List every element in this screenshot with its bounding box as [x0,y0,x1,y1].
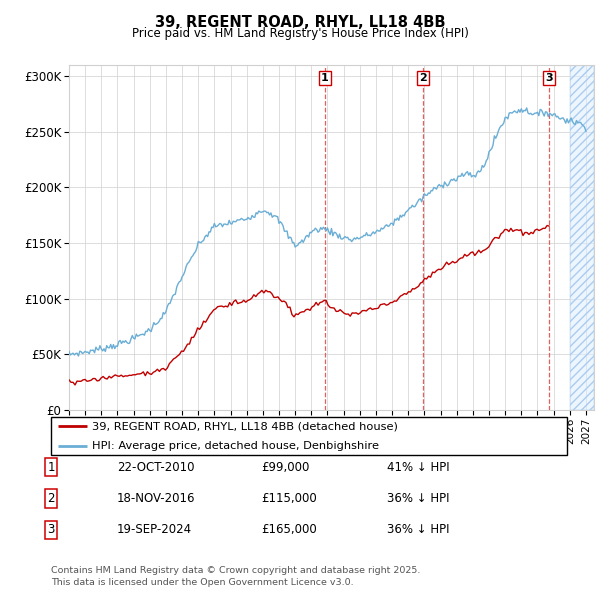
Text: 36% ↓ HPI: 36% ↓ HPI [387,523,449,536]
Text: HPI: Average price, detached house, Denbighshire: HPI: Average price, detached house, Denb… [92,441,379,451]
Text: 18-NOV-2016: 18-NOV-2016 [117,492,196,505]
Text: 3: 3 [47,523,55,536]
Text: 22-OCT-2010: 22-OCT-2010 [117,461,194,474]
Text: 19-SEP-2024: 19-SEP-2024 [117,523,192,536]
Text: 2: 2 [419,73,427,83]
Bar [570,65,594,410]
Text: 41% ↓ HPI: 41% ↓ HPI [387,461,449,474]
Text: £165,000: £165,000 [261,523,317,536]
Text: £115,000: £115,000 [261,492,317,505]
Text: Contains HM Land Registry data © Crown copyright and database right 2025.
This d: Contains HM Land Registry data © Crown c… [51,566,421,587]
Bar [570,65,594,410]
Text: 39, REGENT ROAD, RHYL, LL18 4BB: 39, REGENT ROAD, RHYL, LL18 4BB [155,15,445,30]
Text: 36% ↓ HPI: 36% ↓ HPI [387,492,449,505]
FancyBboxPatch shape [50,417,568,455]
Text: 1: 1 [47,461,55,474]
Text: 3: 3 [545,73,553,83]
Text: 2: 2 [47,492,55,505]
Text: 39, REGENT ROAD, RHYL, LL18 4BB (detached house): 39, REGENT ROAD, RHYL, LL18 4BB (detache… [92,421,398,431]
Text: 1: 1 [321,73,329,83]
Text: Price paid vs. HM Land Registry's House Price Index (HPI): Price paid vs. HM Land Registry's House … [131,27,469,40]
Text: £99,000: £99,000 [261,461,310,474]
